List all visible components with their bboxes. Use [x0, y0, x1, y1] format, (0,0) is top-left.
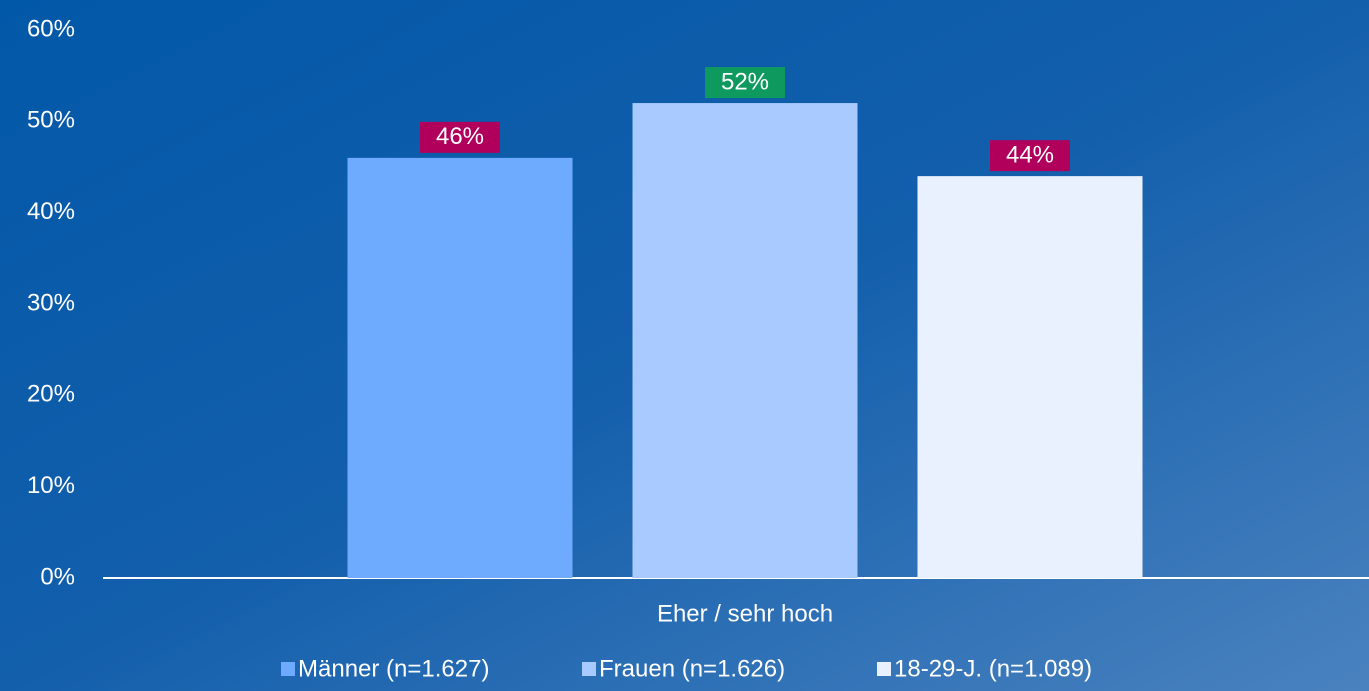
data-label-box: [990, 140, 1070, 172]
bar: [347, 157, 573, 578]
y-tick-label: 40%: [27, 198, 75, 225]
bar: [917, 176, 1143, 578]
data-label-box: [420, 121, 500, 153]
y-tick-label: 10%: [27, 472, 75, 499]
y-tick-label: 60%: [27, 15, 75, 42]
y-tick-label: 50%: [27, 107, 75, 134]
legend-label: Frauen (n=1.626): [599, 655, 785, 682]
y-tick-label: 0%: [40, 563, 75, 590]
legend-label: Männer (n=1.627): [298, 655, 489, 682]
data-label: 44%: [1006, 141, 1054, 168]
y-tick-label: 20%: [27, 381, 75, 408]
bar: [632, 103, 858, 579]
y-tick-label: 30%: [27, 289, 75, 316]
legend-swatch: [877, 662, 891, 676]
data-label-box: [705, 67, 785, 99]
data-label: 52%: [721, 68, 769, 95]
data-label: 46%: [436, 123, 484, 150]
legend-swatch: [281, 662, 295, 676]
legend-label: 18-29-J. (n=1.089): [894, 655, 1092, 682]
legend-swatch: [582, 662, 596, 676]
x-tick-label: Eher / sehr hoch: [657, 600, 833, 627]
